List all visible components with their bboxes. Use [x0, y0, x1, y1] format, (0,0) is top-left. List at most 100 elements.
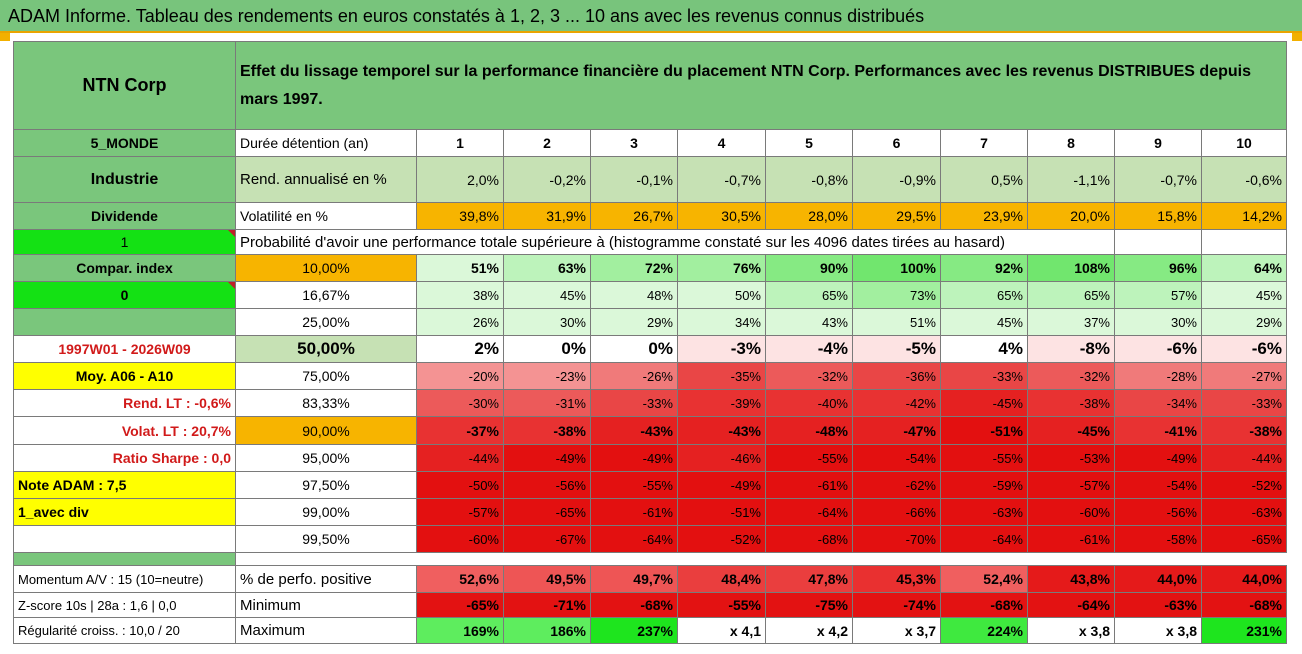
year-header: 3: [590, 129, 678, 157]
maximum-value: x 4,2: [765, 617, 853, 644]
probability-value: 65%: [1027, 281, 1115, 309]
zone-label: 5_MONDE: [13, 129, 236, 157]
probability-value: -59%: [940, 471, 1028, 499]
probability-value: -58%: [1114, 525, 1202, 553]
probability-value: 4%: [940, 335, 1028, 363]
minimum-value: -75%: [765, 592, 853, 618]
probability-value: -54%: [1114, 471, 1202, 499]
probability-value: -49%: [677, 471, 766, 499]
minimum-value: -64%: [1027, 592, 1115, 618]
probability-header-row: 1 Probabilité d'avoir une performance tot…: [13, 229, 1287, 255]
probability-value: 72%: [590, 254, 678, 282]
probability-value: -49%: [503, 444, 591, 472]
minimum-value: -65%: [416, 592, 504, 618]
year-header: 6: [852, 129, 941, 157]
volatility-value: 39,8%: [416, 202, 504, 230]
dividend-label: Dividende: [13, 202, 236, 230]
probability-value: -47%: [852, 416, 941, 445]
sharpe-ratio: Ratio Sharpe : 0,0: [13, 444, 236, 472]
probability-value: -36%: [852, 362, 941, 390]
probability-value: -64%: [940, 525, 1028, 553]
probability-value: -60%: [416, 525, 504, 553]
spacer-cell: [236, 553, 1287, 566]
probability-value: -56%: [503, 471, 591, 499]
company-name: NTN Corp: [13, 41, 236, 130]
header-text: Effet du lissage temporel sur la perform…: [235, 41, 1287, 130]
minimum-value: -71%: [503, 592, 591, 618]
probability-value: 43%: [765, 308, 853, 336]
probability-value: -41%: [1114, 416, 1202, 445]
volatility-value: 20,0%: [1027, 202, 1115, 230]
probability-value: 2%: [416, 335, 504, 363]
minimum-value: -68%: [590, 592, 678, 618]
probability-value: 76%: [677, 254, 766, 282]
period-label: 1997W01 - 2026W09: [13, 335, 236, 363]
return-value: 2,0%: [416, 156, 504, 203]
probability-value: -20%: [416, 362, 504, 390]
probability-value: -64%: [590, 525, 678, 553]
probability-value: 29%: [1201, 308, 1287, 336]
empty-cell: [1114, 229, 1202, 255]
probability-value: -45%: [1027, 416, 1115, 445]
probability-value: -52%: [677, 525, 766, 553]
minimum-row: Z-score 10s | 28a : 1,6 | 0,0 Minimum -65%…: [13, 592, 1287, 618]
positive-row: Momentum A/V : 15 (10=neutre)% de perfo.…: [13, 565, 1287, 593]
threshold-value: 50,00%: [235, 335, 417, 363]
probability-value: 30%: [503, 308, 591, 336]
probability-value: -61%: [1027, 525, 1115, 553]
probability-row: 99,50% -60% -67% -64% -52% -68% -70% -64% -61% -5…: [13, 525, 1287, 553]
probability-value: -56%: [1114, 498, 1202, 526]
probability-row: Rend. LT : -0,6% 83,33% -30% -31% -33% -39% -4…: [13, 389, 1287, 417]
probability-row: 1_avec div 99,00% -57% -65% -61% -51% -64% -66%…: [13, 498, 1287, 526]
probability-value: -66%: [852, 498, 941, 526]
probability-value: -27%: [1201, 362, 1287, 390]
minimum-value: -74%: [852, 592, 941, 618]
year-header: 1: [416, 129, 504, 157]
volatility-label: Volatilité en %: [235, 202, 417, 230]
probability-value: -55%: [765, 444, 853, 472]
maximum-value: 169%: [416, 617, 504, 644]
probability-value: 30%: [1114, 308, 1202, 336]
positive-value: 49,5%: [503, 565, 591, 593]
year-header: 10: [1201, 129, 1287, 157]
minimum-value: -68%: [1201, 592, 1287, 618]
zscore-label: Z-score 10s | 28a : 1,6 | 0,0: [13, 592, 236, 618]
spacer-row: [13, 552, 1287, 566]
probability-value: -62%: [852, 471, 941, 499]
year-header: 8: [1027, 129, 1115, 157]
probability-value: -43%: [677, 416, 766, 445]
empty-cell: [13, 525, 236, 553]
empty-cell: [13, 308, 236, 336]
volatility-value: 29,5%: [852, 202, 941, 230]
volatility-value: 23,9%: [940, 202, 1028, 230]
header-row: NTN Corp Effet du lissage temporel sur la…: [13, 41, 1287, 130]
threshold-value: 90,00%: [235, 416, 417, 445]
threshold-value: 95,00%: [235, 444, 417, 472]
probability-value: 38%: [416, 281, 504, 309]
year-header: 5: [765, 129, 853, 157]
probability-value: 50%: [677, 281, 766, 309]
return-row: Industrie Rend. annualisé en % 2,0% -0,2% -0…: [13, 156, 1287, 203]
probability-value: -65%: [503, 498, 591, 526]
dividend-mode: 1_avec div: [13, 498, 236, 526]
probability-value: -65%: [1201, 525, 1287, 553]
probability-value: 108%: [1027, 254, 1115, 282]
long-term-return: Rend. LT : -0,6%: [13, 389, 236, 417]
probability-value: -60%: [1027, 498, 1115, 526]
return-value: -0,7%: [677, 156, 766, 203]
probability-value: 64%: [1201, 254, 1287, 282]
probability-row: Compar. index 10,00% 51% 63% 72% 76% 90% 100% 92…: [13, 254, 1287, 282]
probability-row: 25,00% 26% 30% 29% 34% 43% 51% 45% 37% 30% 29%: [13, 308, 1287, 336]
maximum-value: x 3,8: [1114, 617, 1202, 644]
volatility-value: 30,5%: [677, 202, 766, 230]
long-term-volatility: Volat. LT : 20,7%: [13, 416, 236, 445]
positive-value: 47,8%: [765, 565, 853, 593]
probability-row: 0 16,67% 38% 45% 48% 50% 65% 73% 65% 65% 57% 45%: [13, 281, 1287, 309]
year-header: 4: [677, 129, 766, 157]
probability-value: -55%: [940, 444, 1028, 472]
maximum-value: 224%: [940, 617, 1028, 644]
adam-note: Note ADAM : 7,5: [13, 471, 236, 499]
probability-value: -33%: [1201, 389, 1287, 417]
probability-value: -52%: [1201, 471, 1287, 499]
probability-value: -44%: [416, 444, 504, 472]
